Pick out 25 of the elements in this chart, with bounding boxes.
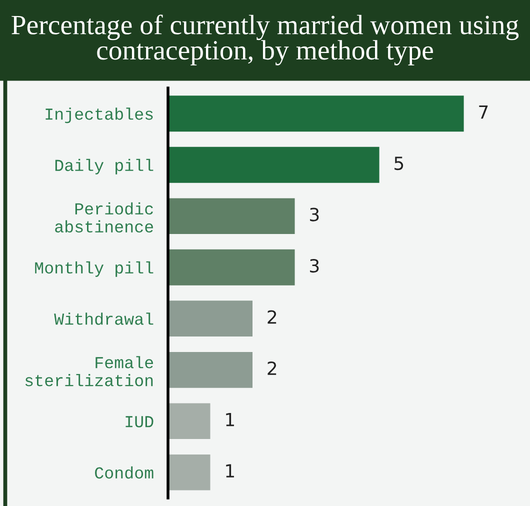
y-tick-label: Withdrawal — [54, 312, 154, 325]
bar — [168, 96, 464, 132]
y-tick-label: Injectables — [46, 108, 153, 124]
data-label: 1 — [226, 464, 234, 478]
bar — [168, 146, 380, 183]
y-tick-label: Monthly pill — [35, 261, 154, 277]
bar — [168, 352, 253, 388]
data-label: 5 — [394, 156, 404, 170]
y-tick-label: Condom — [95, 466, 154, 479]
bar — [168, 403, 210, 440]
data-label: 2 — [268, 310, 276, 324]
y-tick-label: Daily pill — [55, 158, 154, 174]
bar — [168, 249, 295, 286]
data-label: 7 — [479, 105, 488, 119]
y-tick-label: IUD — [126, 416, 154, 428]
data-label: 3 — [310, 208, 319, 222]
data-label: 2 — [268, 361, 276, 375]
bar — [168, 198, 295, 234]
y-tick-label: Female sterilization — [25, 356, 154, 386]
data-label: 3 — [310, 258, 319, 273]
bar — [168, 454, 210, 490]
y-tick-label: Periodic abstinence — [55, 202, 154, 233]
bar — [168, 300, 253, 337]
data-label: 1 — [226, 412, 234, 426]
chart-title: Percentage of currently married women using contraception, by method type — [12, 14, 519, 66]
